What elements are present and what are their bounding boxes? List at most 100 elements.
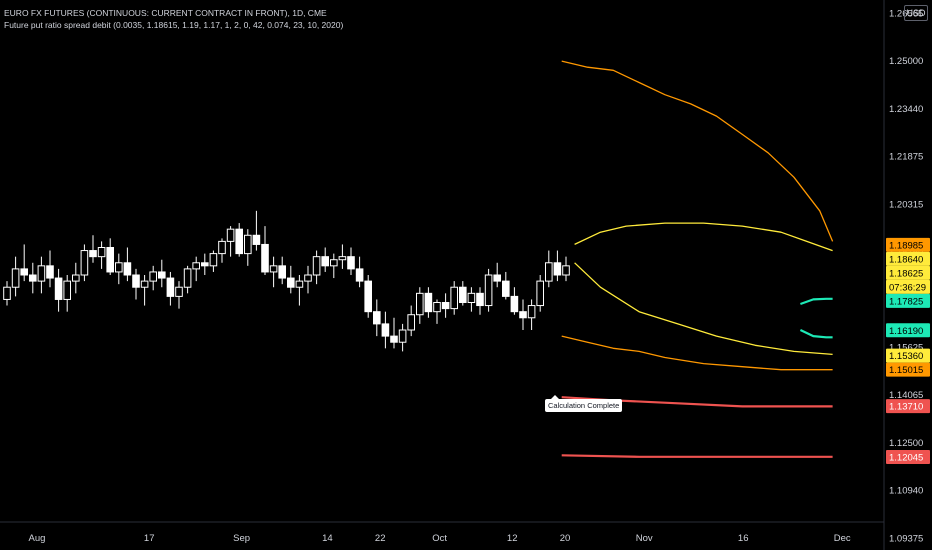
price-label-box: [886, 323, 930, 338]
projection-line-yellow: [574, 262, 833, 356]
projection-line-orange: [561, 335, 833, 371]
price-label-text: 1.16190: [889, 326, 923, 337]
candle-body: [209, 253, 218, 267]
candle-body: [287, 277, 295, 288]
time-tick-label: Aug: [29, 533, 46, 544]
candle-body: [244, 234, 252, 255]
price-tick-label: 1.12500: [889, 438, 923, 449]
candle-body: [321, 256, 329, 267]
projection-line-green: [799, 329, 833, 339]
candles-group: [3, 210, 570, 352]
candle-body: [37, 265, 46, 282]
price-label-box: [886, 265, 930, 280]
candle-body: [278, 265, 286, 279]
candle-body: [115, 262, 123, 273]
candle-body: [201, 262, 209, 267]
candle-body: [545, 262, 553, 282]
candle-body: [192, 262, 200, 270]
candle-body: [3, 286, 11, 300]
candle-body: [261, 243, 269, 273]
candle-body: [562, 265, 570, 276]
price-label-text: 1.12045: [889, 452, 923, 463]
candle-body: [20, 268, 28, 276]
price-label-text: 1.15360: [889, 351, 923, 362]
candle-body: [295, 280, 304, 288]
time-axis[interactable]: Aug 17 Sep 14 22 Oct 12 20 Nov 16 Dec: [29, 533, 851, 544]
candle-body: [347, 256, 355, 270]
price-label-text: 1.18640: [889, 254, 923, 265]
price-tick-label: 1.14065: [889, 390, 923, 401]
candle-body: [183, 268, 192, 288]
price-tick-label: 1.09375: [889, 534, 923, 545]
time-tick-label: 22: [375, 533, 386, 544]
candle-body: [123, 262, 132, 276]
candle-body: [312, 256, 321, 276]
price-label-text: 07:36:29: [889, 282, 926, 293]
candle-body: [235, 228, 243, 255]
candle-body: [441, 302, 450, 310]
price-tick-label: 1.15625: [889, 343, 923, 354]
candle-body: [467, 292, 476, 304]
candle-body: [140, 280, 149, 288]
candle-body: [106, 247, 115, 273]
time-tick-label: 16: [738, 533, 749, 544]
candle-body: [72, 274, 80, 282]
time-tick-label: Nov: [636, 533, 653, 544]
candle-body: [373, 311, 381, 325]
price-label-text: 1.15015: [889, 365, 923, 376]
price-tick-label: 1.25000: [889, 56, 923, 67]
price-label-box: [886, 449, 930, 464]
candle-body: [398, 329, 407, 343]
candle-body: [89, 250, 97, 258]
price-label-box: [886, 237, 930, 252]
candle-body: [553, 262, 562, 276]
time-tick-label: Sep: [233, 533, 250, 544]
time-tick-label: Oct: [432, 533, 447, 544]
candle-body: [29, 274, 37, 282]
candle-body: [502, 280, 510, 297]
candle-body: [536, 280, 545, 307]
candle-body: [450, 286, 458, 310]
indicator-title[interactable]: Future put ratio spread debit (0.0035, 1…: [4, 20, 344, 30]
candle-body: [175, 286, 183, 297]
calculation-tooltip: Calculation Complete: [545, 395, 623, 412]
price-label-box: [886, 251, 930, 266]
candle-body: [132, 274, 140, 288]
candle-body: [424, 292, 433, 313]
candle-body: [304, 274, 312, 282]
time-tick-label: 14: [322, 533, 333, 544]
price-labels: 1.18985 1.18640 1.18625 07:36:29 1.17825 1.16…: [886, 237, 930, 464]
candle-body: [11, 268, 20, 288]
candle-body: [338, 256, 347, 261]
candle-body: [407, 314, 415, 331]
candle-body: [97, 247, 106, 258]
price-tick-label: 1.10940: [889, 486, 923, 497]
candle-body: [493, 274, 501, 282]
candle-body: [519, 311, 527, 319]
price-tick-label: 1.20315: [889, 199, 923, 210]
candle-body: [54, 277, 63, 300]
price-tick-label: 1.21875: [889, 152, 923, 163]
time-tick-label: 20: [560, 533, 571, 544]
price-label-box: [886, 279, 930, 294]
candle-body: [484, 274, 493, 307]
currency-button[interactable]: USD: [904, 5, 928, 21]
candle-body: [226, 228, 235, 242]
price-label-text: 1.18625: [889, 268, 923, 279]
price-label-box: [886, 293, 930, 308]
projection-line-red: [561, 454, 833, 458]
symbol-title[interactable]: EURO FX FUTURES (CONTINUOUS: CURRENT CON…: [4, 8, 327, 18]
projection-line-green: [800, 297, 833, 306]
price-label-text: 1.18985: [889, 240, 923, 251]
price-tick-label: 1.26565: [889, 8, 923, 19]
time-tick-label: Dec: [834, 533, 851, 544]
price-label-text: 1.17825: [889, 296, 923, 307]
time-tick-label: 17: [144, 533, 155, 544]
time-tick-label: 12: [507, 533, 518, 544]
price-label-text: 1.13710: [889, 402, 923, 413]
candle-body: [459, 286, 467, 304]
projection-line-orange: [561, 60, 834, 242]
candle-body: [416, 292, 424, 316]
candle-body: [381, 323, 390, 337]
